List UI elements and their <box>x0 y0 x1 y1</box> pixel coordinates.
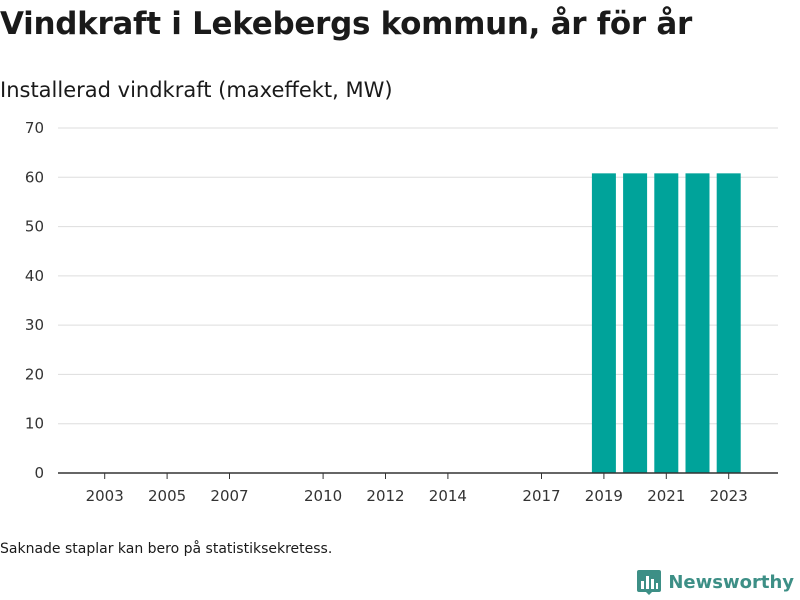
bar-2021 <box>654 173 679 474</box>
x-tick-label: 2003 <box>86 487 124 505</box>
y-tick-label: 70 <box>25 119 44 137</box>
bars <box>591 173 741 474</box>
x-tick-label: 2005 <box>148 487 186 505</box>
y-tick-label: 50 <box>25 218 44 236</box>
bar-chart-logo-icon <box>637 570 662 595</box>
chart-subtitle: Installerad vindkraft (maxeffekt, MW) <box>0 78 393 102</box>
y-tick-label: 20 <box>25 365 44 383</box>
y-tick-label: 0 <box>34 464 44 482</box>
axes: 0 10 20 30 40 50 60 70 2003 2005 2007 2010 2012 2014 2… <box>25 119 778 505</box>
x-tick-label: 2017 <box>522 487 560 505</box>
footnote: Saknade staplar kan bero på statistiksek… <box>0 541 333 557</box>
bar-2023 <box>716 173 741 474</box>
x-tick-label: 2007 <box>210 487 248 505</box>
y-tick-label: 60 <box>25 168 44 186</box>
brand-name: Newsworthy <box>668 571 794 593</box>
bar-2022 <box>685 173 710 474</box>
y-tick-label: 30 <box>25 316 44 334</box>
x-tick-label: 2019 <box>585 487 623 505</box>
brand-logo: Newsworthy <box>636 568 794 596</box>
y-tick-label: 40 <box>25 267 44 285</box>
x-tick-label: 2014 <box>429 487 467 505</box>
y-tick-label: 10 <box>25 415 44 433</box>
x-tick-label: 2021 <box>647 487 685 505</box>
bar-2019 <box>591 173 616 474</box>
chart-title: Vindkraft i Lekebergs kommun, år för år <box>0 6 692 42</box>
x-tick-label: 2023 <box>710 487 748 505</box>
x-tick-label: 2012 <box>366 487 404 505</box>
bar-2020 <box>623 173 648 474</box>
bar-chart: 0 10 20 30 40 50 60 70 2003 2005 2007 2010 2012 2014 2… <box>25 119 778 505</box>
x-tick-label: 2010 <box>304 487 342 505</box>
